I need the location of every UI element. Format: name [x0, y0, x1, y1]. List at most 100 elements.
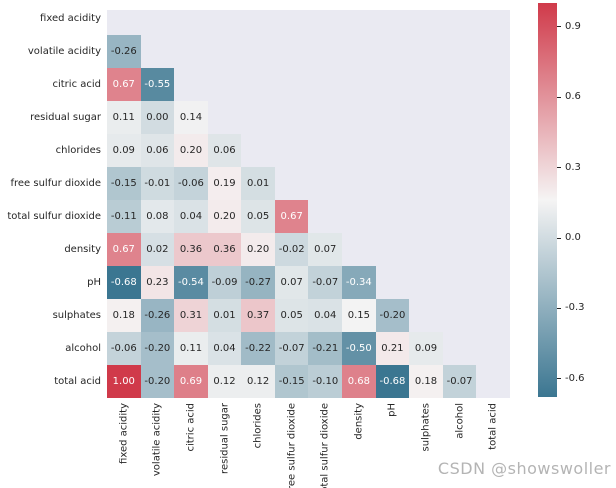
heatmap-cell: -0.15: [107, 167, 141, 200]
heatmap-cell: 0.67: [107, 68, 141, 101]
heatmap-cell: -0.68: [107, 266, 141, 299]
heatmap-cell: 0.20: [241, 233, 275, 266]
heatmap-cell: -0.10: [308, 365, 343, 398]
y-tick-label: volatile acidity: [27, 46, 101, 57]
colorbar-tick-mark: [557, 167, 561, 169]
y-tick-label: density: [64, 244, 101, 255]
heatmap-cell: 0.67: [107, 233, 141, 266]
colorbar-tick-label: -0.6: [565, 372, 585, 384]
heatmap-cell: 0.12: [207, 365, 242, 398]
colorbar-tick-label: 0.3: [565, 161, 581, 173]
x-tick-label: free sulfur dioxide: [286, 403, 298, 488]
x-tick-label: density: [353, 403, 365, 440]
y-tick-label: citric acid: [52, 79, 101, 90]
heatmap-cell: 0.05: [241, 200, 275, 233]
colorbar-tick-label: 0.0: [565, 232, 581, 244]
x-tick-label: alcohol: [454, 403, 466, 439]
heatmap-cell: 0.14: [174, 101, 208, 134]
x-tick-label: residual sugar: [219, 403, 231, 474]
colorbar-tick-label: -0.3: [565, 302, 585, 314]
heatmap-cell: -0.11: [107, 200, 141, 233]
heatmap-cell: 0.01: [241, 167, 275, 200]
heatmap-cell: 0.02: [140, 233, 175, 266]
heatmap-cell: 0.37: [241, 299, 275, 332]
heatmap-cell: 0.31: [174, 299, 208, 332]
heatmap-cell: 0.68: [342, 365, 376, 398]
heatmap-cell: 0.08: [140, 200, 175, 233]
colorbar-tick-mark: [557, 378, 561, 380]
heatmap-cell: 0.04: [207, 332, 242, 365]
heatmap-cell: 0.07: [274, 266, 309, 299]
heatmap-cell: -0.54: [174, 266, 208, 299]
heatmap-cell: -0.20: [375, 299, 410, 332]
heatmap-cell: -0.55: [140, 68, 175, 101]
heatmap-cell: -0.09: [207, 266, 242, 299]
x-tick-label: pH: [386, 403, 398, 417]
heatmap-cell: -0.20: [140, 365, 175, 398]
colorbar-tick-mark: [557, 307, 561, 309]
heatmap-cell: -0.06: [174, 167, 208, 200]
x-tick-label: citric acid: [185, 403, 197, 452]
colorbar-tick-mark: [557, 237, 561, 239]
colorbar-tick-mark: [557, 26, 561, 28]
y-tick-label: alcohol: [65, 343, 101, 354]
heatmap-cell: -0.07: [442, 365, 477, 398]
heatmap-cell: 0.07: [308, 233, 343, 266]
heatmap-cell: 0.01: [207, 299, 242, 332]
heatmap-cell: -0.06: [107, 332, 141, 365]
heatmap-cell: -0.07: [308, 266, 343, 299]
y-tick-label: total sulfur dioxide: [7, 211, 101, 222]
x-tick-label: chlorides: [252, 403, 264, 449]
heatmap-cell: 0.06: [207, 134, 242, 167]
heatmap-cell: -0.50: [342, 332, 376, 365]
heatmap-cell: 0.00: [140, 101, 175, 134]
heatmap-cell: 0.09: [107, 134, 141, 167]
heatmap-cell: -0.68: [375, 365, 410, 398]
colorbar-tick-mark: [557, 96, 561, 98]
colorbar: [538, 3, 557, 397]
heatmap-cell: 0.19: [207, 167, 242, 200]
heatmap-cell: -0.26: [140, 299, 175, 332]
x-tick-label: sulphates: [420, 403, 432, 452]
heatmap-cell: -0.02: [274, 233, 309, 266]
colorbar-tick-label: 0.6: [565, 91, 581, 103]
heatmap-cell: -0.07: [274, 332, 309, 365]
heatmap-cell: 0.20: [207, 200, 242, 233]
y-tick-label: pH: [87, 277, 101, 288]
heatmap-cell: -0.20: [140, 332, 175, 365]
heatmap-cell: 0.36: [174, 233, 208, 266]
y-tick-label: residual sugar: [30, 112, 101, 123]
heatmap-cell: -0.26: [107, 35, 141, 68]
heatmap-cell: 0.04: [174, 200, 208, 233]
x-tick-label: total sulfur dioxide: [319, 403, 331, 488]
y-tick-label: total acid: [54, 376, 101, 387]
heatmap-cell: 0.18: [107, 299, 141, 332]
y-tick-label: fixed acidity: [40, 13, 101, 24]
heatmap-cell: 0.18: [409, 365, 443, 398]
heatmap-cell: 0.04: [308, 299, 343, 332]
heatmap-cell: 0.15: [342, 299, 376, 332]
x-tick-label: fixed acidity: [118, 403, 130, 464]
heatmap-cell: -0.27: [241, 266, 275, 299]
y-tick-label: sulphates: [52, 310, 101, 321]
heatmap-cell: 0.05: [274, 299, 309, 332]
heatmap-cell: 0.11: [174, 332, 208, 365]
colorbar-tick-label: 0.9: [565, 20, 581, 32]
heatmap-cell: 0.12: [241, 365, 275, 398]
heatmap-cell: 0.67: [274, 200, 309, 233]
heatmap-cell: 0.36: [207, 233, 242, 266]
x-tick-label: total acid: [487, 403, 499, 450]
heatmap-cell: 0.21: [375, 332, 410, 365]
y-tick-label: free sulfur dioxide: [10, 178, 101, 189]
heatmap-cell: 1.00: [107, 365, 141, 398]
heatmap-cell: 0.23: [140, 266, 175, 299]
heatmap-cell: 0.06: [140, 134, 175, 167]
heatmap-cell: -0.15: [274, 365, 309, 398]
heatmap-cell: 0.11: [107, 101, 141, 134]
heatmap-cell: -0.22: [241, 332, 275, 365]
y-tick-label: chlorides: [55, 145, 101, 156]
heatmap-cell: -0.34: [342, 266, 376, 299]
heatmap-cell: 0.09: [409, 332, 443, 365]
watermark: CSDN @showswoller: [437, 459, 611, 478]
